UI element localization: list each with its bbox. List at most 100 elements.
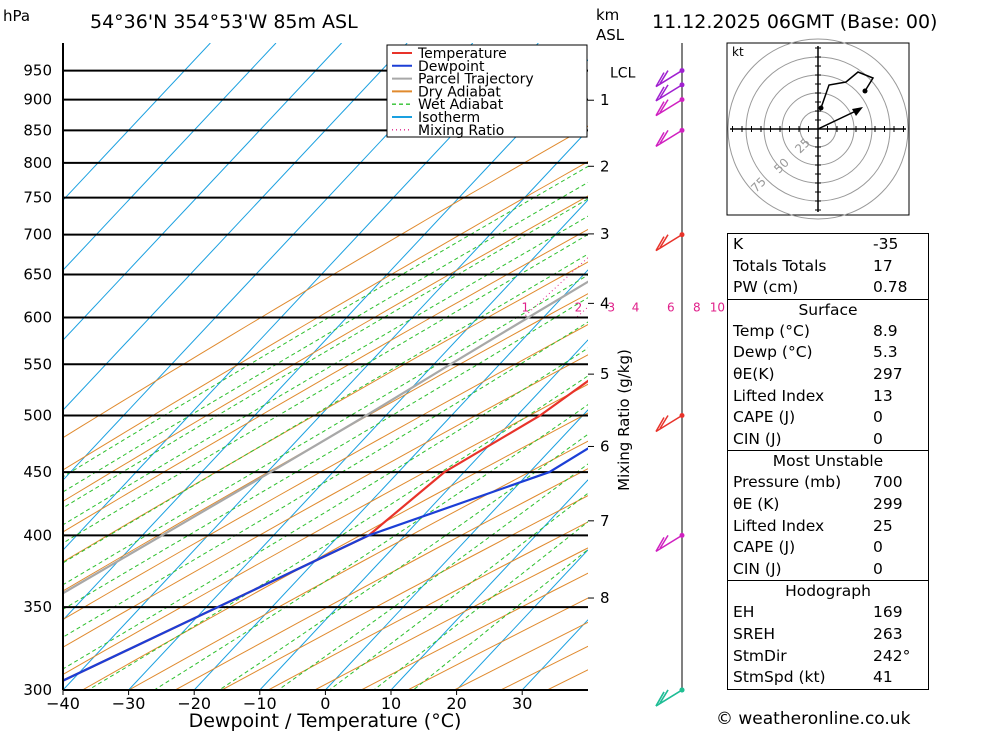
index-value: 0.78 <box>873 278 908 297</box>
wind-barb-flag <box>659 689 669 704</box>
index-row: Lifted Index 25 <box>728 516 928 538</box>
storm-motion-vector <box>817 109 859 130</box>
wind-barb-staff <box>655 414 683 433</box>
index-value: 700 <box>873 473 903 492</box>
wind-barb-staff <box>655 84 683 102</box>
hodograph-point <box>818 105 824 111</box>
index-value: 0 <box>873 429 883 448</box>
index-label: K <box>733 235 744 253</box>
wet-adiabat-line <box>277 463 588 690</box>
isotherm-line <box>325 409 588 690</box>
location-title: 54°36'N 354°53'W 85m ASL <box>90 11 358 33</box>
series-line-parcel-trajectory <box>63 280 588 595</box>
index-label: θE(K) <box>733 364 775 383</box>
isotherm-line <box>63 43 211 201</box>
wind-barb-flag <box>655 691 665 707</box>
wind-barb-flag <box>659 129 669 144</box>
wind-barb-staff <box>655 234 683 252</box>
general-indices: K -35 Totals Totals 17 PW (cm) 0.78 <box>728 234 928 299</box>
series-line-temperature <box>63 379 588 682</box>
wet-adiabat-line <box>219 433 588 690</box>
mixing-ratio-label: 3 <box>608 301 616 315</box>
y-tick-label: 450 <box>23 463 52 481</box>
index-value: 0 <box>873 559 883 578</box>
y-tick-label: 650 <box>23 265 52 283</box>
dry-adiabat-line <box>221 495 588 690</box>
mixing-ratio-label: 10 <box>710 301 725 315</box>
dry-adiabat-line <box>63 293 588 592</box>
index-row: Dewp (°C) 5.3 <box>728 342 928 364</box>
wind-barb-flag <box>655 417 665 432</box>
index-row: SREH 263 <box>728 624 928 646</box>
index-row: K -35 <box>728 234 928 256</box>
y-tick-label: 550 <box>23 355 52 373</box>
isotherm-line <box>456 549 588 690</box>
y-tick-label: 700 <box>23 226 52 244</box>
index-value: 5.3 <box>873 343 898 362</box>
isotherm-line <box>63 129 588 690</box>
y-tick-label: 350 <box>23 598 52 616</box>
isotherm-line <box>63 43 342 341</box>
wind-barb-flag <box>655 72 665 87</box>
y-tick-label: 500 <box>23 406 52 424</box>
isotherm-line <box>128 199 588 690</box>
index-value: 299 <box>873 494 903 513</box>
index-row: Temp (°C) 8.9 <box>728 321 928 343</box>
height-unit-label-km: km <box>596 6 619 24</box>
legend-label: Dewpoint <box>418 59 485 75</box>
wind-barb-flag <box>655 101 665 116</box>
x-tick-label: −30 <box>112 694 146 713</box>
wind-barb-flag <box>655 537 665 552</box>
index-label: Lifted Index <box>733 516 825 535</box>
wind-barb-flag <box>655 236 665 252</box>
index-label: CAPE (J) <box>733 408 796 427</box>
index-row: CAPE (J) 0 <box>728 407 928 429</box>
isotherm-line <box>63 43 277 271</box>
index-value: 169 <box>873 603 903 622</box>
legend-label: Dry Adiabat <box>418 84 501 100</box>
legend-label: Isotherm <box>418 110 480 126</box>
datetime-title: 11.12.2025 06GMT (Base: 00) <box>652 11 937 33</box>
km-tick-label: 8 <box>600 589 610 607</box>
wind-barb-flag <box>655 86 665 102</box>
index-row: Lifted Index 13 <box>728 386 928 408</box>
index-label: Lifted Index <box>733 386 825 405</box>
wind-barb-flag <box>659 99 669 114</box>
hodograph-section-title: Hodograph <box>728 580 928 602</box>
surface-indices: Temp (°C) 8.9 Dewp (°C) 5.3 θE(K) 297 Lifted I… <box>728 321 928 451</box>
x-tick-label: −20 <box>177 694 211 713</box>
index-value: 17 <box>873 256 893 275</box>
index-value: 25 <box>873 516 893 535</box>
wind-barbs <box>655 68 685 707</box>
legend-label: Wet Adiabat <box>418 97 504 113</box>
wind-barb-flag <box>659 415 669 429</box>
index-label: CIN (J) <box>733 559 782 578</box>
lcl-label: LCL <box>610 65 636 81</box>
index-value: -35 <box>873 235 899 253</box>
index-value: 0 <box>873 408 883 427</box>
mixing-ratio-label: 6 <box>667 301 675 315</box>
legend-label: Temperature <box>417 46 507 62</box>
index-row: PW (cm) 0.78 <box>728 277 928 299</box>
mixing-ratio-label: 1 <box>522 301 530 315</box>
km-tick-label: 5 <box>600 365 610 383</box>
legend-label: Parcel Trajectory <box>418 72 534 88</box>
wind-barb-staff <box>655 69 683 88</box>
wind-barb-flag <box>659 535 669 549</box>
km-tick-label: 7 <box>600 512 610 530</box>
x-tick-label: 30 <box>512 694 532 713</box>
index-label: SREH <box>733 624 776 643</box>
x-axis-label: Dewpoint / Temperature (°C) <box>189 710 462 732</box>
isotherm-line <box>63 59 588 621</box>
index-label: EH <box>733 603 755 622</box>
mixing-ratio-axis-label: Mixing Ratio (g/kg) <box>615 349 633 491</box>
km-tick-label: 1 <box>600 91 610 109</box>
hodograph-unit: kt <box>732 45 744 59</box>
km-tick-label: 6 <box>600 437 610 455</box>
wind-barb-flag <box>655 131 665 147</box>
isotherm-line <box>63 43 474 481</box>
